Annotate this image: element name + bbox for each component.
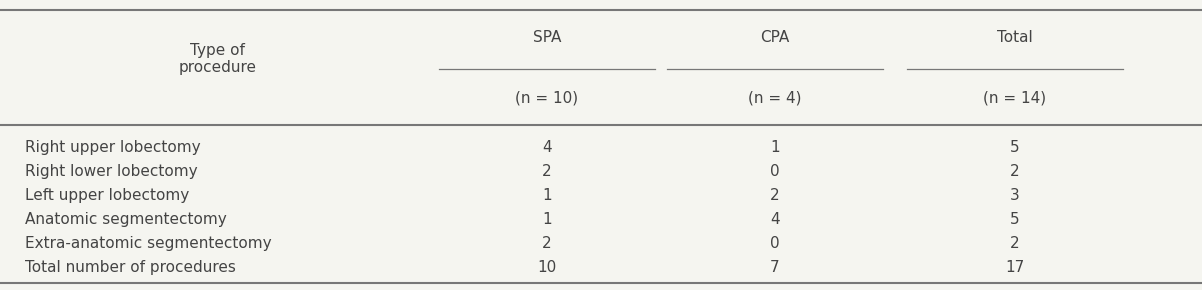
Text: 3: 3 — [1010, 188, 1019, 203]
Text: 1: 1 — [770, 139, 780, 155]
Text: 4: 4 — [770, 212, 780, 227]
Text: Anatomic segmentectomy: Anatomic segmentectomy — [25, 212, 227, 227]
Text: 1: 1 — [542, 188, 552, 203]
Text: 10: 10 — [537, 260, 557, 276]
Text: 17: 17 — [1005, 260, 1024, 276]
Text: 0: 0 — [770, 236, 780, 251]
Text: Total: Total — [996, 30, 1033, 45]
Text: 5: 5 — [1010, 212, 1019, 227]
Text: CPA: CPA — [760, 30, 790, 45]
Text: Type of
procedure: Type of procedure — [178, 43, 256, 75]
Text: 7: 7 — [770, 260, 780, 276]
Text: (n = 14): (n = 14) — [983, 90, 1046, 105]
Text: Right upper lobectomy: Right upper lobectomy — [25, 139, 201, 155]
Text: (n = 10): (n = 10) — [516, 90, 578, 105]
Text: 2: 2 — [542, 164, 552, 179]
Text: Right lower lobectomy: Right lower lobectomy — [25, 164, 198, 179]
Text: 2: 2 — [1010, 164, 1019, 179]
Text: 1: 1 — [542, 212, 552, 227]
Text: 4: 4 — [542, 139, 552, 155]
Text: 5: 5 — [1010, 139, 1019, 155]
Text: (n = 4): (n = 4) — [748, 90, 802, 105]
Text: 2: 2 — [1010, 236, 1019, 251]
Text: 2: 2 — [542, 236, 552, 251]
Text: Extra-anatomic segmentectomy: Extra-anatomic segmentectomy — [25, 236, 272, 251]
Text: Left upper lobectomy: Left upper lobectomy — [25, 188, 190, 203]
Text: SPA: SPA — [532, 30, 561, 45]
Text: Total number of procedures: Total number of procedures — [25, 260, 237, 276]
Text: 2: 2 — [770, 188, 780, 203]
Text: 0: 0 — [770, 164, 780, 179]
